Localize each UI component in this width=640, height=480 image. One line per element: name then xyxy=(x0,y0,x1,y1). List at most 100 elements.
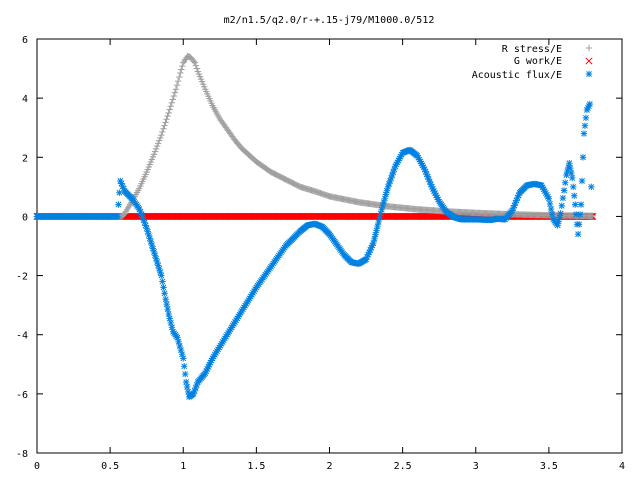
data-point xyxy=(153,142,161,150)
x-tick-label: 2.5 xyxy=(394,461,412,472)
data-point xyxy=(150,151,158,158)
plot-frame xyxy=(36,38,623,454)
data-point xyxy=(556,214,563,221)
data-point xyxy=(554,222,561,229)
data-point xyxy=(162,296,169,303)
data-point xyxy=(562,179,569,186)
data-point xyxy=(154,140,162,147)
data-point xyxy=(157,134,164,142)
data-point xyxy=(191,59,199,66)
data-point xyxy=(158,272,165,279)
data-point xyxy=(159,128,166,136)
data-point xyxy=(193,65,201,72)
data-point xyxy=(174,334,181,341)
data-point xyxy=(581,122,589,129)
data-point xyxy=(575,221,583,228)
x-tick-labels: 0 0.5 1 1.5 2 2.5 3 3.5 4 xyxy=(34,461,625,472)
data-point xyxy=(374,222,381,230)
data-point xyxy=(161,122,168,129)
data-point xyxy=(152,255,160,262)
axis-ticks xyxy=(36,38,623,454)
y-tick-label: 0 xyxy=(22,212,28,223)
data-point xyxy=(154,262,162,269)
data-point xyxy=(164,112,171,120)
data-point xyxy=(588,183,595,191)
x-tick-label: 3.5 xyxy=(540,461,558,472)
y-tick-label: -6 xyxy=(16,390,28,401)
data-point xyxy=(568,169,575,177)
data-point xyxy=(153,258,161,266)
data-point xyxy=(190,58,198,65)
data-point xyxy=(160,125,167,132)
data-point xyxy=(181,57,188,65)
data-point xyxy=(167,102,174,110)
legend-marker xyxy=(585,57,593,65)
data-point xyxy=(373,227,380,234)
data-point xyxy=(177,69,184,77)
data-point xyxy=(164,305,171,313)
data-point xyxy=(166,315,173,322)
legend-label-g-work: G work/E xyxy=(514,56,562,67)
data-point xyxy=(166,106,173,113)
data-point xyxy=(192,62,200,69)
data-point xyxy=(567,164,574,172)
data-point xyxy=(182,370,189,378)
data-point xyxy=(557,210,564,217)
data-point xyxy=(167,319,175,327)
legend: R stress/E G work/E Acoustic flux/E xyxy=(472,44,593,81)
x-tick-label: 0 xyxy=(34,461,40,472)
data-point xyxy=(548,211,556,218)
data-point xyxy=(572,201,579,208)
legend-marker xyxy=(585,70,593,78)
data-point xyxy=(177,346,185,354)
series-acoustic-flux-e xyxy=(33,100,595,401)
data-point xyxy=(180,355,187,362)
data-point xyxy=(545,195,553,202)
data-point xyxy=(372,231,379,238)
data-point xyxy=(375,218,382,226)
y-tick-label: 4 xyxy=(22,94,28,105)
data-point xyxy=(169,96,177,103)
data-point xyxy=(576,211,584,218)
data-point xyxy=(558,202,565,209)
data-point xyxy=(143,225,150,232)
x-tick-label: 2 xyxy=(326,461,332,472)
data-point xyxy=(175,338,182,346)
data-point xyxy=(577,201,585,208)
data-point xyxy=(145,231,152,239)
y-tick-label: -2 xyxy=(16,272,28,283)
data-point xyxy=(181,363,188,370)
data-point xyxy=(114,213,121,220)
y-tick-label: -8 xyxy=(16,449,28,460)
data-point xyxy=(371,235,378,243)
data-point xyxy=(376,214,383,221)
y-tick-label: -4 xyxy=(16,331,28,342)
legend-markers xyxy=(585,44,593,78)
data-point xyxy=(176,342,183,350)
data-point xyxy=(151,148,159,155)
data-point xyxy=(156,265,163,273)
data-point xyxy=(163,116,170,123)
series-layer xyxy=(33,52,597,401)
data-point xyxy=(165,310,172,318)
data-point xyxy=(569,174,576,182)
legend-marker xyxy=(585,44,593,52)
legend-label-acoustic-flux: Acoustic flux/E xyxy=(472,70,562,81)
data-point xyxy=(173,82,181,89)
data-point xyxy=(165,109,172,117)
x-tick-label: 4 xyxy=(619,461,625,472)
x-tick-label: 1.5 xyxy=(247,461,265,472)
data-point xyxy=(171,89,179,96)
data-point xyxy=(578,177,586,185)
data-point xyxy=(158,131,165,139)
data-point xyxy=(160,284,167,291)
data-point xyxy=(168,99,175,106)
data-point xyxy=(172,86,180,93)
legend-label-r-stress: R stress/E xyxy=(502,44,562,55)
data-point xyxy=(555,218,562,225)
data-point xyxy=(180,59,187,66)
data-point xyxy=(183,383,191,391)
data-point xyxy=(560,187,568,194)
data-point xyxy=(178,351,186,358)
